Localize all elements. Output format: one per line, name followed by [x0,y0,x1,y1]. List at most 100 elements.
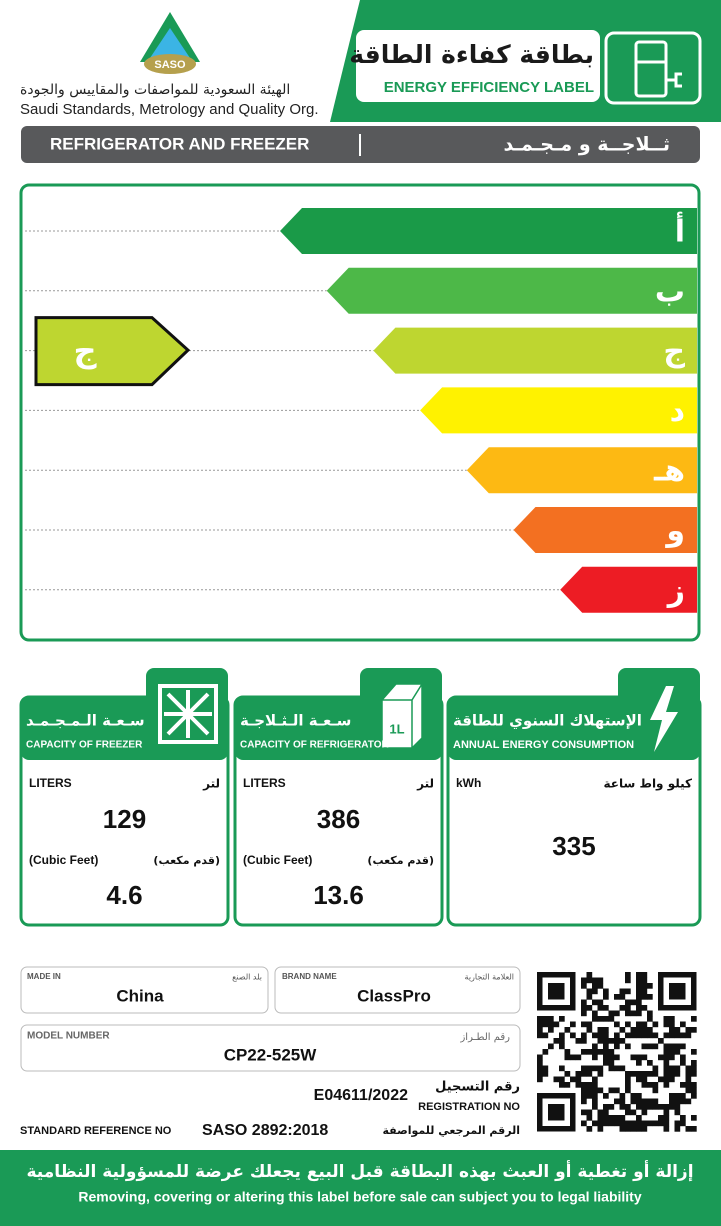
qr-module [625,1082,631,1088]
qr-module [625,1021,631,1028]
qr-module [663,1082,670,1088]
qr-module [581,1065,587,1072]
qr-module [691,1065,697,1072]
qr-module [614,1115,620,1121]
qr-module [674,1104,681,1110]
qr-module [592,1104,598,1110]
qr-module [586,1049,593,1055]
qr-module [581,1010,587,1017]
qr-module [603,1115,609,1121]
qr-module [537,1071,543,1077]
panel-value2: 13.6 [313,880,364,910]
qr-module [641,977,648,984]
qr-module [630,1098,637,1105]
logo [150,28,190,58]
bolt-icon [650,686,678,752]
qr-module [691,1060,697,1066]
qr-finder [548,983,565,1000]
qr-module [630,1126,637,1132]
rating-arrow [420,387,697,434]
qr-module [658,1104,664,1110]
qr-module [592,1043,598,1050]
qr-module [652,1120,659,1127]
qr-module [636,1021,642,1028]
qr-module [669,1032,675,1039]
qr-module [680,1054,686,1061]
qr-module [581,1087,587,1094]
qr-module [597,983,604,989]
qr-module [603,1120,609,1127]
qr-module [614,1010,620,1017]
qr-module [647,983,653,989]
qr-module [564,1071,571,1077]
qr-module [537,1054,543,1061]
qr-module [625,1076,631,1083]
qr-module [537,1027,543,1033]
qr-module [636,994,642,1000]
unit-ar: لتر [416,777,434,791]
qr-module [603,1005,609,1011]
standard-value: SASO 2892:2018 [202,1122,328,1139]
panel-value: 335 [552,831,595,861]
qr-module [581,999,587,1006]
qr-module [641,1098,648,1105]
unit2-en: (Cubic Feet) [29,853,98,867]
qr-module [680,1060,686,1066]
qr-module [619,1115,626,1121]
qr-module [691,1115,697,1121]
qr-module [592,1010,598,1017]
qr-module [592,983,598,989]
unit2-en: (Cubic Feet) [243,853,312,867]
panel-value: 386 [317,804,360,834]
qr-module [641,1082,648,1088]
qr-module [603,1016,609,1022]
qr-module [630,1120,637,1127]
qr-finder [658,972,697,1011]
qr-module [685,1071,692,1077]
rating-arrow [373,327,697,374]
qr-module [542,1071,549,1077]
brand-value: ClassPro [357,986,431,1005]
qr-module [559,1016,565,1022]
qr-module [663,1054,670,1061]
qr-module [592,1065,598,1072]
qr-module [636,1126,642,1132]
qr-module [636,977,642,984]
qr-module [625,988,631,995]
brand-label-ar: العلامة التجارية [465,973,514,982]
qr-module [625,1087,631,1094]
qr-module [592,1093,598,1099]
qr-finder [548,1104,565,1121]
qr-module [674,1027,681,1033]
qr-module [581,1082,587,1088]
qr-module [647,1032,653,1039]
model-label-ar: رقم الطـراز [459,1032,510,1043]
qr-module [625,1104,631,1110]
qr-module [614,1043,620,1050]
qr-module [641,983,648,989]
qr-module [674,1049,681,1055]
qr-module [674,1093,681,1099]
qr-module [619,1098,626,1105]
qr-module [603,1060,609,1066]
qr-module [597,1016,604,1022]
qr-module [674,1071,681,1077]
qr-module [680,1082,686,1088]
panel-title-ar: الإستهلاك السنوي للطاقة [453,712,642,731]
qr-module [636,1010,642,1017]
qr-module [614,1054,620,1061]
qr-module [652,1082,659,1088]
qr-module [619,1126,626,1132]
qr-module [597,1115,604,1121]
qr-module [641,972,648,978]
qr-module [586,972,593,978]
qr-module [636,1032,642,1039]
qr-module [581,1021,587,1028]
qr-module [647,1071,653,1077]
class-label: و [664,514,685,549]
qr-module [663,1043,670,1050]
qr-module [685,1087,692,1094]
qr-module [691,1071,697,1077]
registration-label-en: REGISTRATION NO [418,1101,520,1113]
